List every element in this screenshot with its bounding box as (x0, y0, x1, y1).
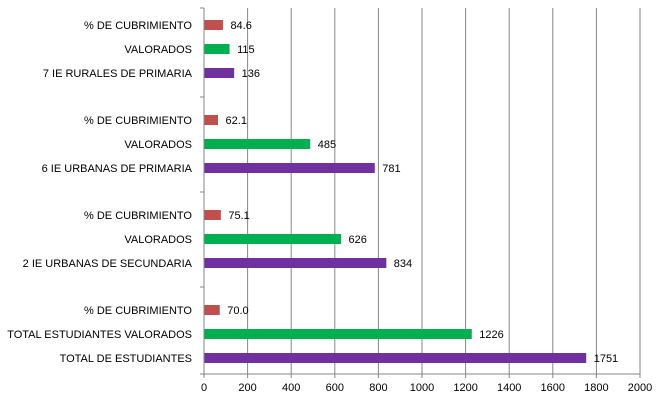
x-tick-label: 800 (369, 382, 387, 394)
category-label: % DE CUBRIMIENTO (84, 115, 192, 127)
x-tick-label: 1800 (584, 382, 608, 394)
bar-pct (204, 115, 219, 125)
x-tick-label: 1400 (497, 382, 521, 394)
axes (200, 7, 641, 378)
data-label: 115 (237, 44, 255, 56)
bar-valued (204, 329, 472, 339)
category-label: % DE CUBRIMIENTO (84, 20, 192, 32)
category-label: VALORADOS (124, 234, 192, 246)
category-label: VALORADOS (124, 44, 192, 56)
labels: 0 200 400 600 800 1000 1200 1400 1600 1800 2000 % D… (7, 20, 652, 394)
bar-total (204, 353, 587, 363)
data-label: 75.1 (228, 210, 249, 222)
bar-total (204, 68, 235, 78)
x-tick-label: 200 (238, 382, 256, 394)
data-label: 1226 (479, 329, 503, 341)
category-label: VALORADOS (124, 139, 192, 151)
data-label: 70.0 (227, 305, 248, 317)
category-label: TOTAL DE ESTUDIANTES (60, 353, 192, 365)
x-tick-label: 2000 (628, 382, 652, 394)
x-tick-label: 400 (282, 382, 300, 394)
category-label: % DE CUBRIMIENTO (84, 305, 192, 317)
x-tick-label: 0 (201, 382, 207, 394)
x-tick-label: 1000 (410, 382, 434, 394)
category-label: 2 IE URBANAS DE SECUNDARIA (23, 258, 193, 270)
data-label: 62.1 (226, 115, 247, 127)
data-label: 84.6 (230, 20, 251, 32)
bar-valued (204, 234, 341, 244)
data-label: 1751 (594, 353, 618, 365)
gridlines (247, 8, 641, 374)
data-label: 626 (348, 234, 366, 246)
bar-total (204, 163, 375, 173)
x-tick-label: 600 (326, 382, 344, 394)
category-label: % DE CUBRIMIENTO (84, 210, 192, 222)
category-label: TOTAL ESTUDIANTES VALORADOS (7, 329, 192, 341)
bar-pct (204, 210, 221, 220)
x-tick-label: 1200 (453, 382, 477, 394)
data-label: 136 (242, 68, 260, 80)
category-label: 7 IE RURALES DE PRIMARIA (43, 68, 193, 80)
data-label: 781 (382, 163, 400, 175)
bar-pct (204, 305, 220, 315)
x-tick-label: 1600 (541, 382, 565, 394)
bars (204, 20, 587, 363)
bar-pct (204, 20, 223, 30)
bar-valued (204, 44, 230, 54)
bar-total (204, 258, 387, 268)
bar-valued (204, 139, 311, 149)
data-label: 485 (318, 139, 336, 151)
category-label: 6 IE URBANAS DE PRIMARIA (42, 163, 193, 175)
data-label: 834 (394, 258, 412, 270)
